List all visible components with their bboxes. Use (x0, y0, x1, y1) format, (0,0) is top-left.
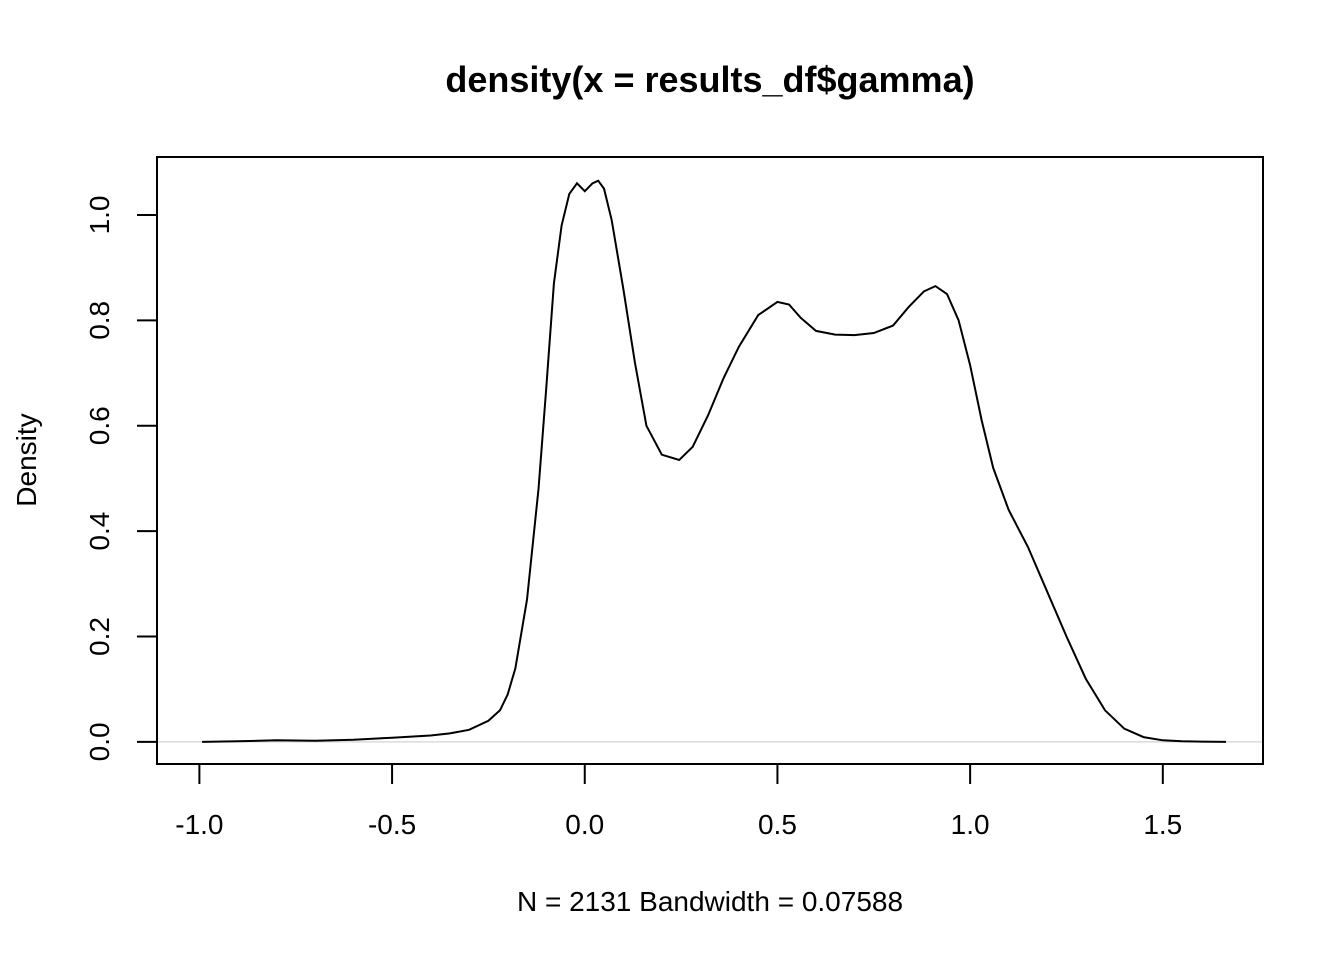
y-tick-label: 1.0 (84, 195, 115, 234)
x-axis: -1.0 -0.5 0.0 0.5 1.0 1.5 (175, 763, 1182, 840)
y-tick-label: 0.4 (84, 512, 115, 551)
plot-frame (156, 156, 1264, 765)
x-tick-label: 1.0 (951, 809, 990, 840)
x-tick-label: 1.5 (1143, 809, 1182, 840)
density-curve (202, 179, 1227, 743)
y-tick-label: 0.2 (84, 617, 115, 656)
y-tick-label: 0.0 (84, 722, 115, 761)
x-tick-label: -1.0 (175, 809, 223, 840)
x-tick-label: -0.5 (368, 809, 416, 840)
chart-title: density(x = results_df$gamma) (445, 59, 974, 100)
y-axis-label: Density (11, 413, 42, 506)
y-tick-label: 0.6 (84, 406, 115, 445)
x-tick-label: 0.0 (565, 809, 604, 840)
y-tick-label: 0.8 (84, 301, 115, 340)
x-tick-label: 0.5 (758, 809, 797, 840)
x-axis-label: N = 2131 Bandwidth = 0.07588 (517, 886, 903, 917)
y-axis: 0.0 0.2 0.4 0.6 0.8 1.0 (84, 195, 158, 761)
